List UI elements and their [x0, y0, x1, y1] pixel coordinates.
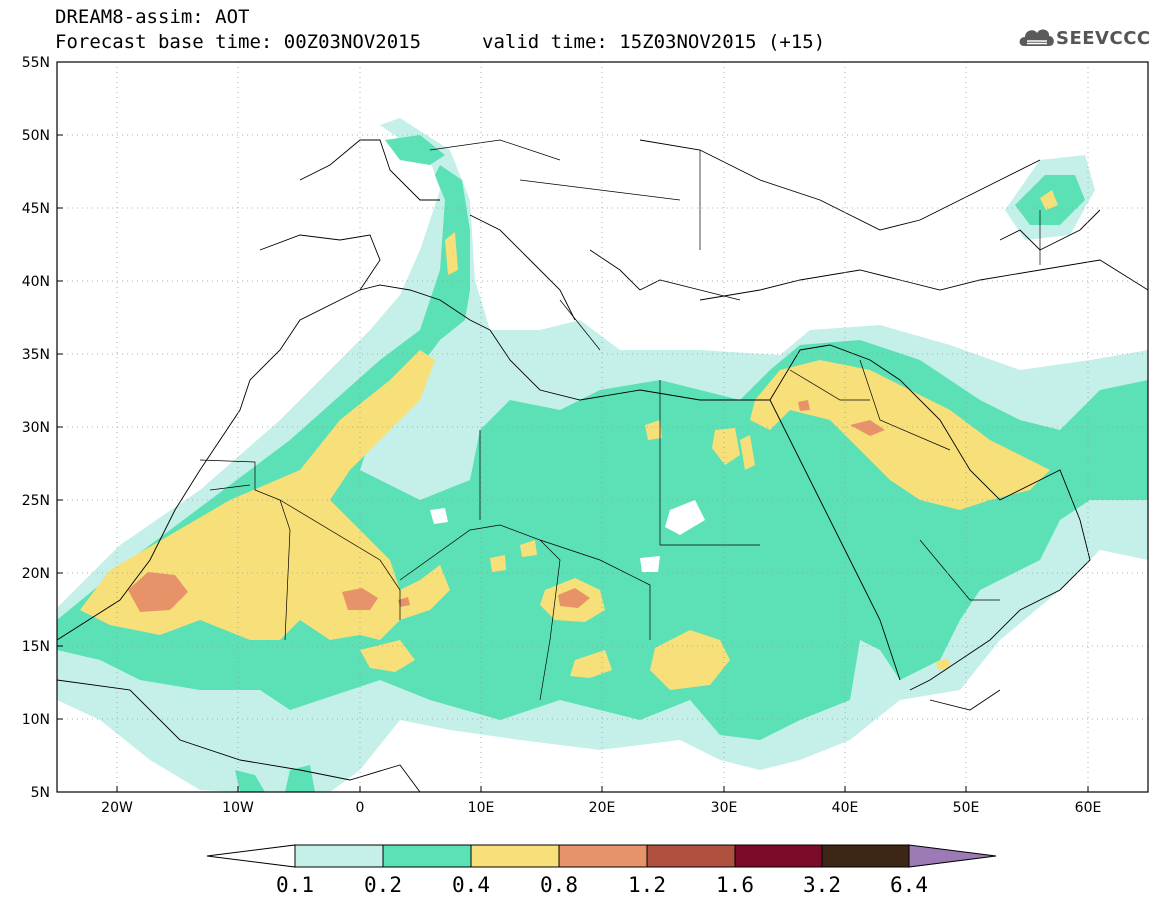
colorbar-swatch	[646, 844, 736, 868]
longitude-labels: 20W 10W 0 10E 20E 30E 40E 50E 60E	[101, 800, 1101, 816]
lon-label: 10E	[468, 800, 495, 816]
lat-label: 15N	[22, 639, 50, 655]
lon-label: 40E	[832, 800, 859, 816]
colorbar-label: 1.6	[716, 873, 754, 897]
colorbar-label: 1.2	[628, 873, 666, 897]
lat-label: 40N	[22, 274, 50, 290]
valid-time: valid time: 15Z03NOV2015 (+15)	[482, 31, 826, 53]
lon-label: 30E	[711, 800, 738, 816]
map-title: DREAM8-assim: AOT	[55, 6, 250, 28]
lon-label: 0	[356, 800, 365, 816]
aot-field	[57, 118, 1148, 792]
gridlines	[57, 62, 1148, 792]
seevccc-logo: SEEVCCC	[1018, 22, 1150, 56]
cloud-icon	[1019, 29, 1054, 46]
lat-label: 35N	[22, 347, 50, 363]
logo-text: SEEVCCC	[1056, 28, 1151, 49]
aot-level-0.8	[128, 400, 885, 612]
colorbar-label: 6.4	[890, 873, 928, 897]
lat-label: 5N	[31, 785, 50, 801]
colorbar-swatch	[558, 844, 648, 868]
lat-label: 20N	[22, 566, 50, 582]
lat-label: 25N	[22, 493, 50, 509]
colorbar-max-arrow	[908, 844, 997, 868]
axis-ticks	[57, 61, 1089, 793]
colorbar-swatch	[470, 844, 560, 868]
colorbar-swatch	[382, 844, 472, 868]
lon-label: 50E	[953, 800, 980, 816]
colorbar-label: 0.8	[540, 873, 578, 897]
lon-label: 20E	[589, 800, 616, 816]
colorbar-label: 0.4	[452, 873, 490, 897]
coastlines	[57, 139, 1148, 792]
lon-label: 10W	[222, 800, 254, 816]
lat-label: 45N	[22, 201, 50, 217]
colorbar	[206, 844, 997, 868]
lat-label: 10N	[22, 712, 50, 728]
aot-level-0.4	[80, 190, 1058, 690]
colorbar-swatch	[821, 844, 910, 868]
borders	[199, 139, 1041, 701]
colorbar-swatch	[294, 844, 384, 868]
colorbar-label: 0.1	[276, 873, 314, 897]
lon-label: 20W	[101, 800, 133, 816]
colorbar-swatch	[734, 844, 823, 868]
forecast-base-time: Forecast base time: 00Z03NOV2015	[55, 31, 422, 53]
colorbar-label: 0.2	[364, 873, 402, 897]
colorbar-label: 3.2	[803, 873, 841, 897]
lat-label: 50N	[22, 128, 50, 144]
colorbar-min-arrow	[206, 844, 296, 868]
lat-label: 30N	[22, 420, 50, 436]
lon-label: 60E	[1075, 800, 1102, 816]
colorbar-labels: 0.1 0.2 0.4 0.8 1.2 1.6 3.2 6.4	[276, 873, 928, 897]
lat-label: 55N	[22, 55, 50, 71]
latitude-labels: 5N 10N 15N 20N 25N 30N 35N 40N 45N 50N 5…	[22, 55, 50, 801]
aot-clear-patches	[430, 500, 705, 572]
